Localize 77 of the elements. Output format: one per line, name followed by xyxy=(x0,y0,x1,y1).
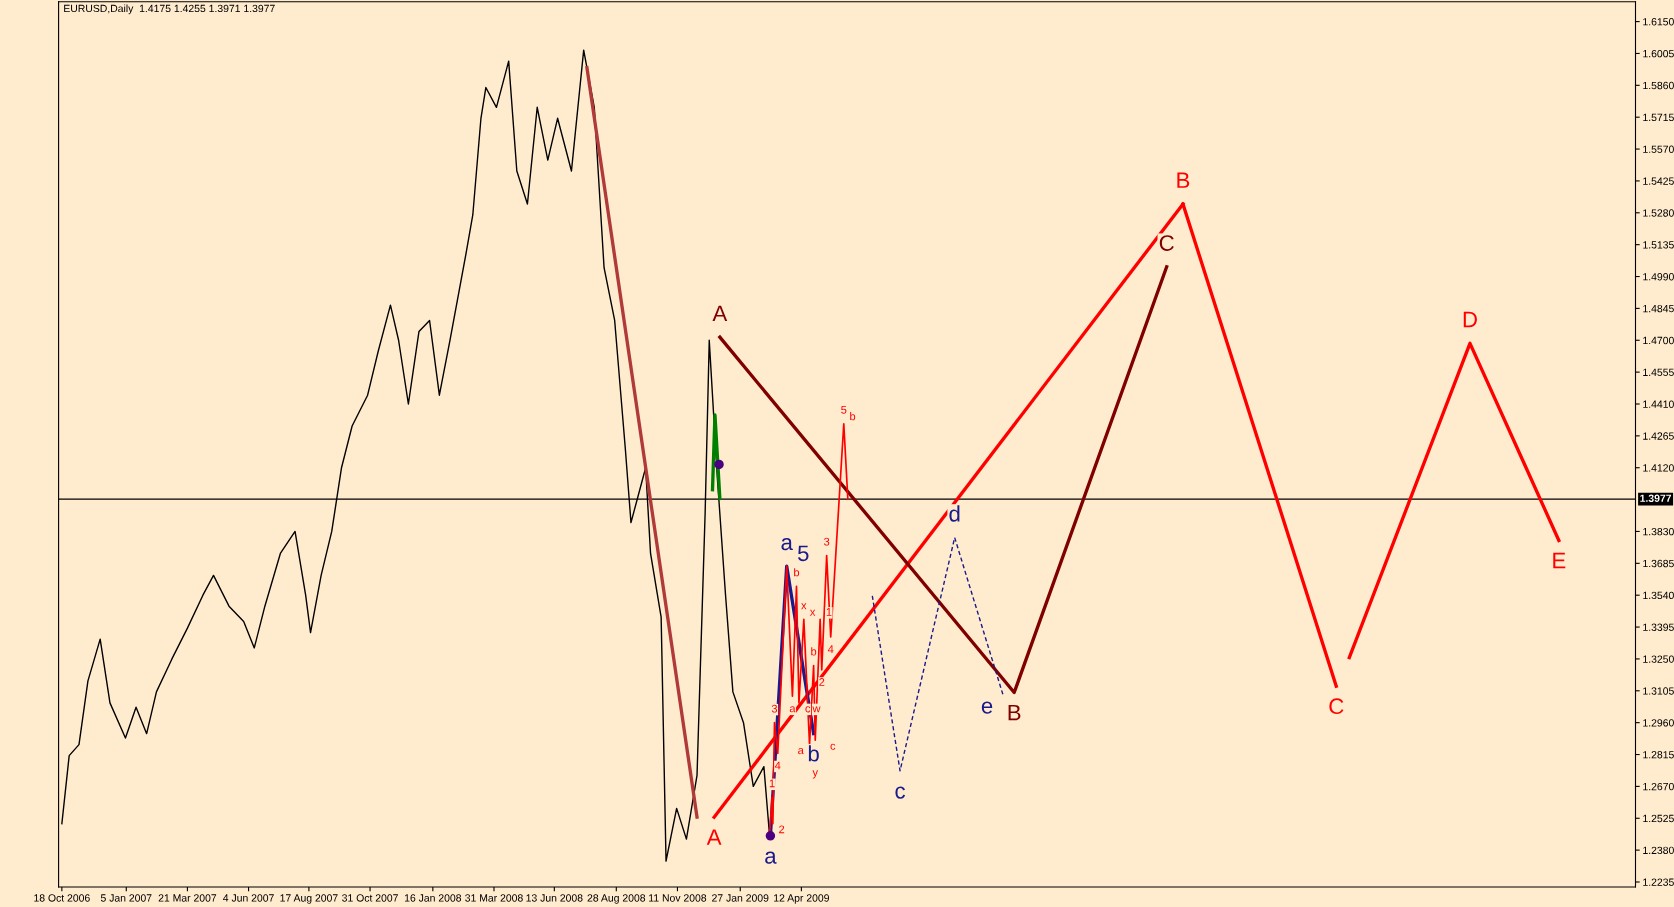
annotation: C xyxy=(1159,235,1174,251)
y-tick-label: 1.3540 xyxy=(1643,591,1674,600)
y-tick-label: 1.2670 xyxy=(1643,782,1674,791)
y-tick-label: 1.5135 xyxy=(1643,241,1674,249)
x-tick-label: 17 Aug 2007 xyxy=(280,894,338,904)
annotation: c xyxy=(805,706,811,713)
annotation: b xyxy=(808,745,819,762)
annotation: w xyxy=(812,706,821,713)
y-tick-label: 1.4700 xyxy=(1643,336,1674,345)
y-tick-label: 1.6005 xyxy=(1643,49,1674,58)
x-tick-label: 31 Oct 2007 xyxy=(342,894,398,902)
y-tick-label: 1.2525 xyxy=(1643,814,1674,823)
x-tick-label: 21 Mar 2007 xyxy=(158,894,217,902)
annotation: 3 xyxy=(823,537,830,546)
annotation: 4 xyxy=(774,761,781,770)
y-tick-label: 1.5860 xyxy=(1643,81,1674,90)
y-tick-label: 1.4845 xyxy=(1643,304,1674,313)
y-tick-label: 1.2960 xyxy=(1643,719,1674,727)
annotation: a xyxy=(789,706,796,713)
y-tick-label: 1.5425 xyxy=(1643,177,1674,185)
x-tick-label: 28 Aug 2008 xyxy=(587,894,646,904)
y-tick-label: 1.6150 xyxy=(1643,18,1674,26)
y-tick-label: 1.5280 xyxy=(1643,209,1674,217)
annotation: B xyxy=(1177,172,1190,188)
y-tick-label: 1.3105 xyxy=(1643,687,1674,695)
annotation: b xyxy=(811,647,817,656)
y-tick-label: 1.5715 xyxy=(1643,113,1674,122)
annotation: y xyxy=(812,770,818,779)
chart-title: EURUSD,Daily 1.4175 1.4255 1.3971 1.3977 xyxy=(64,4,275,15)
annotation: 5 xyxy=(797,545,809,562)
x-tick-label: 18 Oct 2006 xyxy=(34,894,90,902)
annotation: E xyxy=(1553,552,1566,569)
annotation: b xyxy=(850,412,856,421)
annotation: x xyxy=(809,609,816,616)
annotation: a xyxy=(781,538,793,551)
y-tick-label: 1.4555 xyxy=(1643,368,1674,376)
annotation: D xyxy=(1463,311,1477,328)
x-tick-label: 31 Mar 2008 xyxy=(465,894,523,902)
y-tick-label: 1.2235 xyxy=(1643,878,1674,886)
y-tick-label: 1.3685 xyxy=(1643,559,1674,568)
annotation: 1 xyxy=(826,608,832,616)
annotation: c xyxy=(830,743,836,750)
annotation: a xyxy=(765,851,777,864)
x-tick-label: 16 Jan 2008 xyxy=(404,894,462,902)
y-tick-label: 1.3395 xyxy=(1643,623,1674,631)
annotation: b xyxy=(794,568,800,577)
x-tick-label: 4 Jun 2007 xyxy=(223,894,274,902)
annotation: 1 xyxy=(769,779,775,788)
annotation: e xyxy=(981,701,993,714)
annotation: C xyxy=(1329,698,1344,715)
y-tick-label: 1.3250 xyxy=(1643,655,1674,663)
y-tick-label: 1.4410 xyxy=(1643,400,1674,408)
annotation: 2 xyxy=(779,825,785,834)
annotation: d xyxy=(949,505,960,522)
annotation: a xyxy=(798,748,804,755)
x-tick-label: 5 Jan 2007 xyxy=(100,894,152,902)
y-tick-label: 1.4265 xyxy=(1643,432,1674,440)
annotation: c xyxy=(895,786,906,799)
y-tick-label: 1.5570 xyxy=(1643,145,1674,153)
annotation: B xyxy=(1008,704,1021,721)
y-tick-label: 1.4120 xyxy=(1643,464,1674,472)
annotation: 2 xyxy=(819,678,825,686)
y-tick-label: 1.3830 xyxy=(1643,527,1674,536)
annotation: A xyxy=(706,829,722,845)
x-tick-label: 11 Nov 2008 xyxy=(649,894,707,902)
y-tick-label: 1.2815 xyxy=(1643,751,1674,759)
ref-line-label: 1.3977 xyxy=(1640,494,1672,502)
x-tick-label: 12 Apr 2009 xyxy=(774,894,829,904)
annotation: A xyxy=(712,305,728,321)
annotation: x xyxy=(801,603,807,610)
annotation: 5 xyxy=(841,405,847,414)
x-tick-label: 13 Jun 2008 xyxy=(526,894,583,902)
x-tick-label: 27 Jan 2009 xyxy=(712,894,769,902)
annotation: 3 xyxy=(771,704,778,713)
annotation: 4 xyxy=(827,645,834,653)
y-tick-label: 1.4990 xyxy=(1643,273,1674,281)
y-tick-label: 1.2380 xyxy=(1643,846,1674,854)
